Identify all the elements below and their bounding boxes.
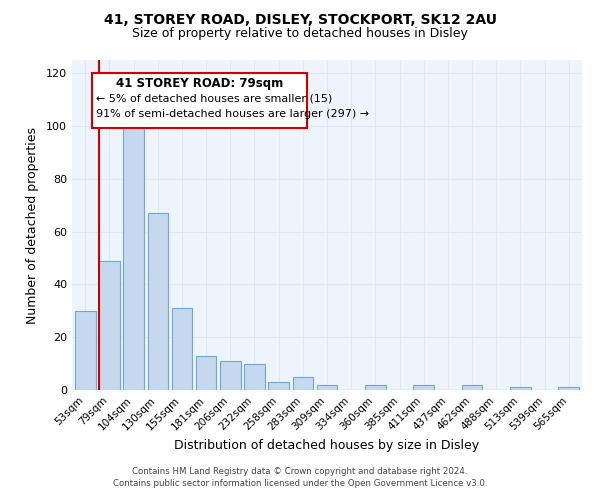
FancyBboxPatch shape: [92, 73, 307, 128]
Bar: [75, 311, 95, 390]
Bar: [413, 384, 434, 390]
Y-axis label: Number of detached properties: Number of detached properties: [26, 126, 39, 324]
Text: Contains HM Land Registry data © Crown copyright and database right 2024.: Contains HM Land Registry data © Crown c…: [132, 467, 468, 476]
Bar: [365, 384, 386, 390]
Text: 41, STOREY ROAD, DISLEY, STOCKPORT, SK12 2AU: 41, STOREY ROAD, DISLEY, STOCKPORT, SK12…: [104, 12, 497, 26]
Bar: [196, 356, 217, 390]
Bar: [172, 308, 192, 390]
Bar: [462, 384, 482, 390]
Bar: [124, 126, 144, 390]
X-axis label: Distribution of detached houses by size in Disley: Distribution of detached houses by size …: [175, 438, 479, 452]
Bar: [244, 364, 265, 390]
Bar: [148, 213, 168, 390]
Bar: [293, 377, 313, 390]
Text: Size of property relative to detached houses in Disley: Size of property relative to detached ho…: [132, 28, 468, 40]
Text: ← 5% of detached houses are smaller (15): ← 5% of detached houses are smaller (15): [97, 94, 333, 104]
Bar: [99, 260, 120, 390]
Bar: [559, 388, 579, 390]
Text: Contains public sector information licensed under the Open Government Licence v3: Contains public sector information licen…: [113, 478, 487, 488]
Bar: [220, 361, 241, 390]
Bar: [317, 384, 337, 390]
Bar: [510, 388, 530, 390]
Text: 41 STOREY ROAD: 79sqm: 41 STOREY ROAD: 79sqm: [116, 77, 283, 90]
Text: 91% of semi-detached houses are larger (297) →: 91% of semi-detached houses are larger (…: [97, 109, 370, 119]
Bar: [268, 382, 289, 390]
